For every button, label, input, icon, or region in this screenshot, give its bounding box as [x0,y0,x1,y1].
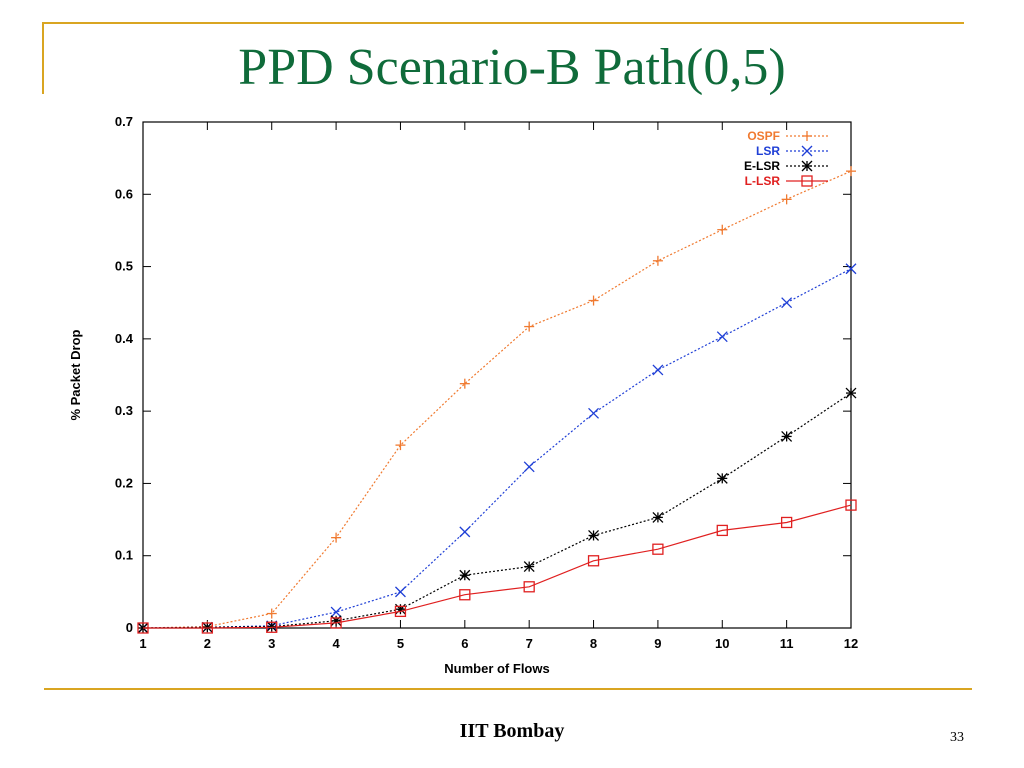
legend-label-l-lsr: L-LSR [745,174,781,188]
y-tick-label: 0.2 [115,475,133,490]
y-tick-label: 0.1 [115,548,133,563]
plot-area-frame [142,121,852,629]
data-point-ospf [395,440,406,451]
x-tick-label: 4 [332,636,340,651]
data-point-ospf [846,166,856,177]
x-tick-label: 12 [844,636,858,651]
data-point-lsr [652,364,664,376]
data-point-ospf [266,608,277,619]
y-tick-label: 0.6 [115,186,133,201]
y-tick-label: 0.4 [115,331,134,346]
y-tick-label: 0.5 [115,259,133,274]
data-point-lsr [716,331,728,343]
y-tick-label: 0 [126,620,133,635]
data-point-ospf [524,321,535,332]
data-point-l-lsr [716,524,728,537]
legend-marker-l-lsr [801,175,813,187]
legend-marker-ospf [802,131,812,141]
data-point-lsr [523,461,535,473]
data-point-lsr [781,297,793,309]
data-point-e-lsr [394,603,406,615]
data-point-lsr [459,526,471,538]
data-point-ospf [781,194,792,205]
data-point-e-lsr [330,615,342,627]
data-point-e-lsr [845,387,857,399]
legend-label-ospf: OSPF [747,129,780,143]
series-line-e-lsr [142,392,852,629]
data-point-e-lsr [716,472,728,484]
page-number: 33 [950,730,964,745]
series-line-l-lsr [143,504,852,629]
data-point-ospf [717,224,728,235]
legend-label-lsr: LSR [756,144,780,158]
data-point-ospf [459,378,470,389]
data-point-l-lsr [459,589,471,601]
data-point-lsr [330,606,342,618]
data-point-ospf [652,255,663,266]
data-point-ospf [588,295,599,306]
slide-title: PPD Scenario-B Path(0,5) [238,39,786,96]
data-point-e-lsr [523,561,535,573]
x-axis-label: Number of Flows [444,661,549,676]
data-point-l-lsr [394,605,407,618]
data-point-e-lsr [459,569,471,581]
series-line-ospf [142,170,852,629]
y-tick-label: 0.7 [115,114,133,129]
data-point-lsr [394,586,406,598]
x-tick-label: 6 [461,636,468,651]
footer-organization: IIT Bombay [459,720,565,742]
data-point-l-lsr [845,499,857,511]
x-tick-label: 11 [780,636,794,651]
slide-frame-top [42,22,964,24]
data-point-l-lsr [780,516,793,529]
data-point-l-lsr [201,622,214,634]
series-line-lsr [142,268,852,629]
data-point-e-lsr [781,430,793,442]
data-point-l-lsr [266,621,278,633]
data-point-l-lsr [523,581,535,593]
x-tick-label: 1 [139,636,146,651]
x-tick-label: 7 [526,636,533,651]
legend-marker-lsr [801,145,813,157]
x-tick-label: 9 [654,636,661,651]
data-point-e-lsr [588,530,600,541]
x-tick-label: 3 [268,636,275,651]
data-point-e-lsr [201,621,213,633]
data-point-l-lsr [330,617,342,629]
x-tick-label: 2 [204,636,211,651]
footer-divider [44,688,972,690]
data-point-ospf [331,532,342,543]
legend-marker-e-lsr [801,160,813,172]
x-tick-label: 8 [590,636,597,651]
legend-label-e-lsr: E-LSR [744,159,780,173]
data-point-l-lsr [652,543,664,555]
data-point-l-lsr [587,555,600,567]
data-point-lsr [845,263,857,275]
x-tick-label: 5 [397,636,404,651]
y-axis-label: % Packet Drop [68,329,83,420]
data-point-e-lsr [652,511,664,523]
data-point-l-lsr [137,622,149,634]
x-tick-label: 10 [715,636,729,651]
data-point-lsr [588,407,600,419]
slide-frame-left [42,22,44,94]
y-tick-label: 0.3 [115,403,133,418]
